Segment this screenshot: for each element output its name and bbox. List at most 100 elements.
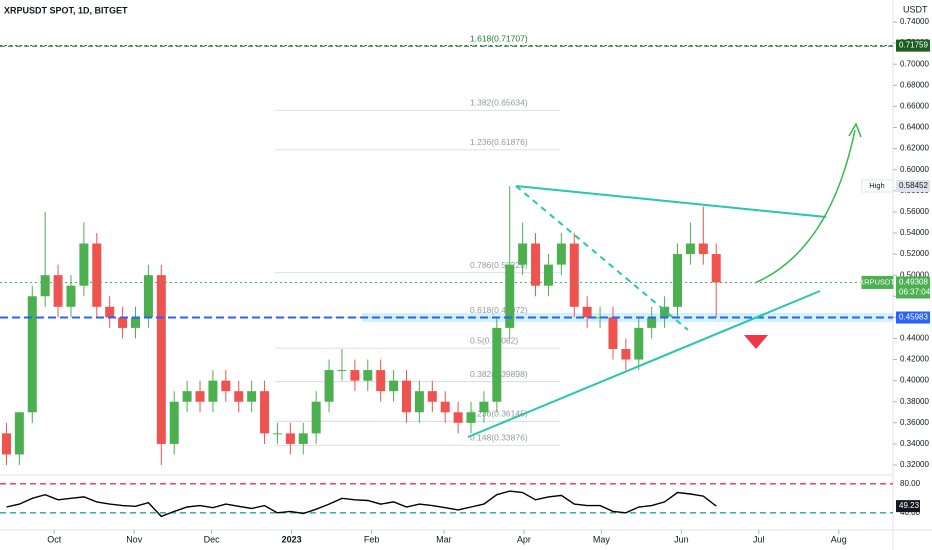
price-tag-value: 0.49308 xyxy=(899,278,928,287)
candle-body xyxy=(105,306,115,318)
y-tick-label: 0.38000 xyxy=(900,397,929,406)
candle-body xyxy=(711,254,721,283)
candle-body xyxy=(505,264,515,328)
candle-body xyxy=(285,433,295,444)
candle-body xyxy=(337,370,347,372)
x-tick-label: May xyxy=(593,534,611,544)
x-tick-label: Dec xyxy=(204,534,221,544)
y-tick-label: 0.44000 xyxy=(900,334,929,343)
rsi-line xyxy=(6,490,717,518)
candle-body xyxy=(453,412,463,423)
candle-body xyxy=(92,243,102,307)
candle-body xyxy=(66,285,76,307)
tag-name-bg xyxy=(861,179,894,193)
fib-label: 0.236(0.36145) xyxy=(470,409,528,419)
candle-body xyxy=(518,243,528,265)
candle-body xyxy=(79,243,89,286)
candle-body xyxy=(389,380,399,392)
candle-body xyxy=(608,317,618,349)
y-tick-label: 0.34000 xyxy=(900,439,929,448)
down-marker xyxy=(744,335,768,349)
candle-body xyxy=(479,401,489,413)
candle-body xyxy=(363,370,373,381)
x-tick-label: Jun xyxy=(674,534,689,544)
candle-body xyxy=(298,433,308,444)
fib-label: 1.618(0.71707) xyxy=(470,33,528,43)
candle-body xyxy=(234,391,244,402)
candle-body xyxy=(698,243,708,255)
candle-body xyxy=(40,275,50,297)
candle-body xyxy=(401,380,411,413)
candle-body xyxy=(440,401,450,413)
candle-body xyxy=(247,391,257,402)
price-tag-value: 0.71759 xyxy=(899,41,928,50)
rsi-tick-label: 40.00 xyxy=(900,508,921,517)
fib-label: 0.148(0.33876) xyxy=(470,432,528,442)
candle-body xyxy=(414,391,424,413)
rsi-tick-label: 80.00 xyxy=(900,479,921,488)
candle-body xyxy=(621,348,631,360)
candle-body xyxy=(685,243,695,255)
y-tick-label: 0.40000 xyxy=(900,376,929,385)
candle-body xyxy=(143,275,153,318)
candle-body xyxy=(1,433,11,455)
y-tick-label: 0.42000 xyxy=(900,355,929,364)
y-tick-label: 0.32000 xyxy=(900,460,929,469)
candle-body xyxy=(27,296,37,413)
rsi-tag xyxy=(896,500,920,513)
y-tick-label: 0.60000 xyxy=(900,165,929,174)
arrow-head xyxy=(848,122,862,138)
countdown: 06:37:04 xyxy=(899,288,931,297)
triangle-top-line xyxy=(515,185,827,218)
candle-body xyxy=(169,401,179,444)
price-tag xyxy=(896,311,930,324)
candle-body xyxy=(221,380,231,392)
candle-body xyxy=(492,327,502,402)
candle-body xyxy=(531,243,541,286)
candle-body xyxy=(569,243,579,307)
tag-name: XRPUSDT xyxy=(859,277,895,286)
price-tag-value: 0.45983 xyxy=(899,313,928,322)
candle-body xyxy=(556,243,566,265)
x-tick-label: Apr xyxy=(517,534,531,544)
price-tag xyxy=(896,180,930,193)
y-tick-label: 0.56000 xyxy=(900,207,929,216)
candle-body xyxy=(376,370,386,392)
candle-body xyxy=(156,275,166,444)
candle-body xyxy=(208,380,218,402)
candle-body xyxy=(130,317,140,328)
price-tag-value: 0.58452 xyxy=(899,181,928,190)
fib-label: 0.786(0.50226) xyxy=(470,260,528,270)
x-tick-label: Oct xyxy=(47,534,62,544)
triangle-bottom-line xyxy=(467,290,821,438)
x-tick-label: Jul xyxy=(753,534,765,544)
rsi-last-value: 49.23 xyxy=(899,501,920,510)
tag-name-bg xyxy=(861,275,894,289)
candle-body xyxy=(324,370,334,402)
y-tick-label: 0.52000 xyxy=(900,249,929,258)
candle-body xyxy=(660,306,670,318)
projection-arrow xyxy=(754,129,856,284)
y-tick-label: 0.68000 xyxy=(900,80,929,89)
candle-body xyxy=(53,275,63,307)
candle-body xyxy=(182,391,192,402)
x-tick-label: Nov xyxy=(126,534,143,544)
fib-label: 1.382(0.65634) xyxy=(470,97,528,107)
candle-body xyxy=(311,401,321,434)
y-tick-label: 0.54000 xyxy=(900,228,929,237)
candle-body xyxy=(647,317,657,328)
x-tick-label: Feb xyxy=(364,534,380,544)
candle-body xyxy=(272,433,282,435)
candle-body xyxy=(195,391,205,402)
x-tick-label: Aug xyxy=(831,534,847,544)
candle-body xyxy=(260,391,270,434)
price-tag xyxy=(896,276,930,299)
y-tick-label: 0.50000 xyxy=(900,270,929,279)
y-tick-label: 0.36000 xyxy=(900,418,929,427)
currency-label: USDT xyxy=(903,4,928,14)
chart-title: XRPUSDT SPOT, 1D, BITGET xyxy=(4,5,128,15)
candle-body xyxy=(543,264,553,286)
dashed-trend-line xyxy=(515,185,689,331)
y-tick-label: 0.70000 xyxy=(900,59,929,68)
